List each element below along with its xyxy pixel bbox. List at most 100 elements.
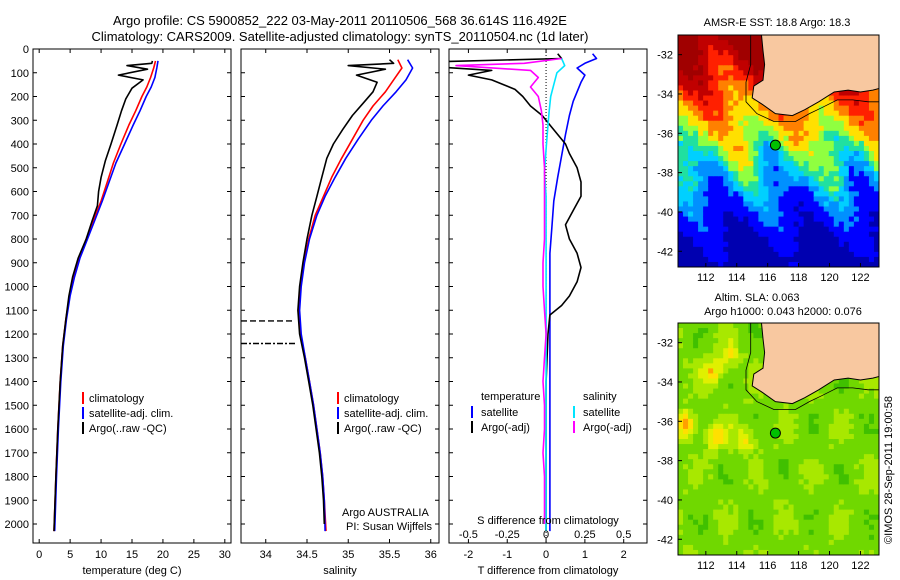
map-cell xyxy=(743,206,749,213)
map-cell xyxy=(793,191,800,197)
map-cell xyxy=(813,449,820,455)
map-cell xyxy=(728,151,734,157)
map-cell xyxy=(688,85,694,92)
map-cell xyxy=(728,125,734,132)
map-cell xyxy=(703,509,709,516)
map-cell xyxy=(683,115,689,122)
map-cell xyxy=(703,130,709,137)
map-cell xyxy=(853,140,860,147)
map-cell xyxy=(713,343,719,349)
map-cell xyxy=(748,125,754,132)
map-cell xyxy=(733,499,739,506)
depth-tick-label: 1100 xyxy=(5,305,29,317)
map-cell xyxy=(833,474,840,480)
map-cell xyxy=(733,171,739,177)
map-cell xyxy=(733,413,739,420)
map-cell xyxy=(678,75,684,81)
map-cell xyxy=(863,256,870,263)
map-cell xyxy=(833,484,840,491)
map-cell xyxy=(753,489,760,496)
map-cell xyxy=(708,60,714,66)
map-cell xyxy=(783,479,790,485)
map-cell xyxy=(848,428,855,435)
map-cell xyxy=(763,504,770,511)
map-cell xyxy=(718,413,724,420)
map-cell xyxy=(803,474,810,480)
map-cell xyxy=(718,115,724,122)
series-line-salinity-satellite xyxy=(543,58,566,532)
map-cell xyxy=(868,418,875,425)
map-cell xyxy=(843,393,850,400)
map-cell xyxy=(848,444,855,450)
map-cell xyxy=(698,236,704,243)
map-cell xyxy=(853,383,860,390)
map-cell xyxy=(678,176,684,182)
map-cell xyxy=(678,338,684,344)
map-cell xyxy=(763,161,770,167)
map-cell xyxy=(873,221,879,228)
map-cell xyxy=(713,161,719,167)
map-cell xyxy=(818,403,825,410)
map-cell xyxy=(753,388,760,395)
map-cell xyxy=(793,524,800,531)
map-cell xyxy=(843,135,850,142)
map-cell xyxy=(683,504,689,511)
map-cell xyxy=(858,408,865,415)
map-cell xyxy=(793,504,800,511)
map-cell xyxy=(738,428,744,435)
map-cell xyxy=(803,529,810,536)
map-cell xyxy=(678,85,684,92)
map-cell xyxy=(703,449,709,455)
map-cell xyxy=(758,524,765,531)
map-cell xyxy=(713,65,719,71)
depth-tick-label: 1600 xyxy=(5,424,29,436)
map-cell xyxy=(848,383,855,390)
map-cell xyxy=(753,80,760,87)
map-cell xyxy=(803,140,810,147)
map-cell xyxy=(818,186,825,192)
map-cell xyxy=(683,171,689,177)
map-cell xyxy=(698,216,704,223)
map-cell xyxy=(793,539,800,546)
map-cell xyxy=(748,95,754,102)
map-cell xyxy=(753,393,760,400)
map-cell xyxy=(718,383,724,390)
map-cell xyxy=(818,216,825,223)
map-cell xyxy=(828,388,835,395)
map-cell xyxy=(738,95,744,102)
map-cell xyxy=(678,403,684,410)
map-cell xyxy=(758,534,765,541)
map-cell xyxy=(683,241,689,248)
map-cell xyxy=(758,449,765,455)
map-cell xyxy=(743,544,749,551)
map-cell xyxy=(848,236,855,243)
map-cell xyxy=(738,479,744,485)
map-cell xyxy=(763,256,770,263)
map-cell xyxy=(698,373,704,380)
map-cell xyxy=(743,236,749,243)
map-cell xyxy=(768,449,775,455)
map-cell xyxy=(698,176,704,182)
map-cell xyxy=(798,408,805,415)
map-cell xyxy=(693,256,699,263)
map-cell xyxy=(843,211,850,218)
map-cell xyxy=(713,539,719,546)
map-cell xyxy=(698,80,704,87)
map-cell xyxy=(688,130,694,137)
map-cell xyxy=(748,226,754,233)
s-diff-tick-label: -0.25 xyxy=(495,529,520,541)
map-cell xyxy=(733,95,739,102)
map-cell xyxy=(688,40,694,46)
map-cell xyxy=(738,549,744,555)
map-cell xyxy=(748,80,754,87)
map-cell xyxy=(743,110,749,117)
map-cell xyxy=(808,444,815,450)
map-cell xyxy=(813,408,820,415)
map-cell xyxy=(688,428,694,435)
map-cell xyxy=(728,186,734,192)
map-cell xyxy=(708,90,714,97)
map-cell xyxy=(793,176,800,182)
map-cell xyxy=(828,241,835,248)
map-cell xyxy=(808,151,815,157)
map-cell xyxy=(693,479,699,485)
